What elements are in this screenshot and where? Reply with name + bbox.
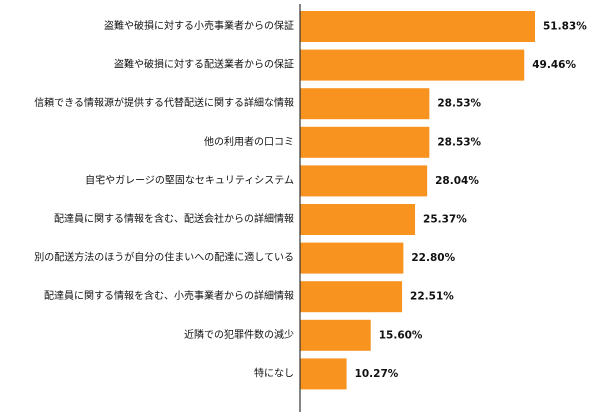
value-label-4: 28.53% <box>437 136 481 148</box>
bar-6 <box>300 204 416 235</box>
bar-5 <box>300 165 428 197</box>
category-label-3: 信頼できる情報源が提供する代替配送に関する詳細な情報 <box>34 96 294 109</box>
category-labels-layer: 盗難や破損に対する小売事業者からの保証盗難や破損に対する配送業者からの保証信頼で… <box>34 19 294 379</box>
bar-10 <box>300 358 347 390</box>
value-label-1: 51.83% <box>543 21 587 33</box>
value-label-3: 28.53% <box>437 98 481 110</box>
value-label-7: 22.80% <box>411 252 455 264</box>
bar-8 <box>300 281 403 313</box>
category-label-8: 配達員に関する情報を含む、小売事業者からの詳細情報 <box>44 289 294 302</box>
value-label-6: 25.37% <box>423 214 467 226</box>
bar-1 <box>300 11 535 42</box>
bar-2 <box>300 49 525 81</box>
bar-3 <box>300 88 430 120</box>
value-label-10: 10.27% <box>355 368 399 380</box>
value-label-8: 22.51% <box>410 291 454 303</box>
value-label-5: 28.04% <box>435 175 479 187</box>
bars-layer <box>300 11 535 390</box>
category-label-5: 自宅やガレージの堅固なセキュリティシステム <box>85 173 294 186</box>
bar-7 <box>300 242 404 274</box>
bar-4 <box>300 126 430 158</box>
category-label-4: 他の利用者の口コミ <box>204 135 294 148</box>
value-label-9: 15.60% <box>379 329 423 341</box>
category-label-10: 特になし <box>254 367 294 379</box>
category-label-9: 近隣での犯罪件数の減少 <box>184 328 294 341</box>
category-label-7: 別の配送方法のほうが自分の住まいへの配達に適している <box>34 251 294 264</box>
category-label-1: 盗難や破損に対する小売事業者からの保証 <box>104 19 294 32</box>
category-label-6: 配達員に関する情報を含む、配送会社からの詳細情報 <box>54 212 294 225</box>
category-label-2: 盗難や破損に対する配送業者からの保証 <box>114 58 294 71</box>
value-labels-layer: 51.83% 49.46% 28.53% 28.53% 28.04% 25.37% 22.8… <box>355 21 588 380</box>
bar-9 <box>300 319 371 351</box>
value-label-2: 49.46% <box>532 59 576 71</box>
